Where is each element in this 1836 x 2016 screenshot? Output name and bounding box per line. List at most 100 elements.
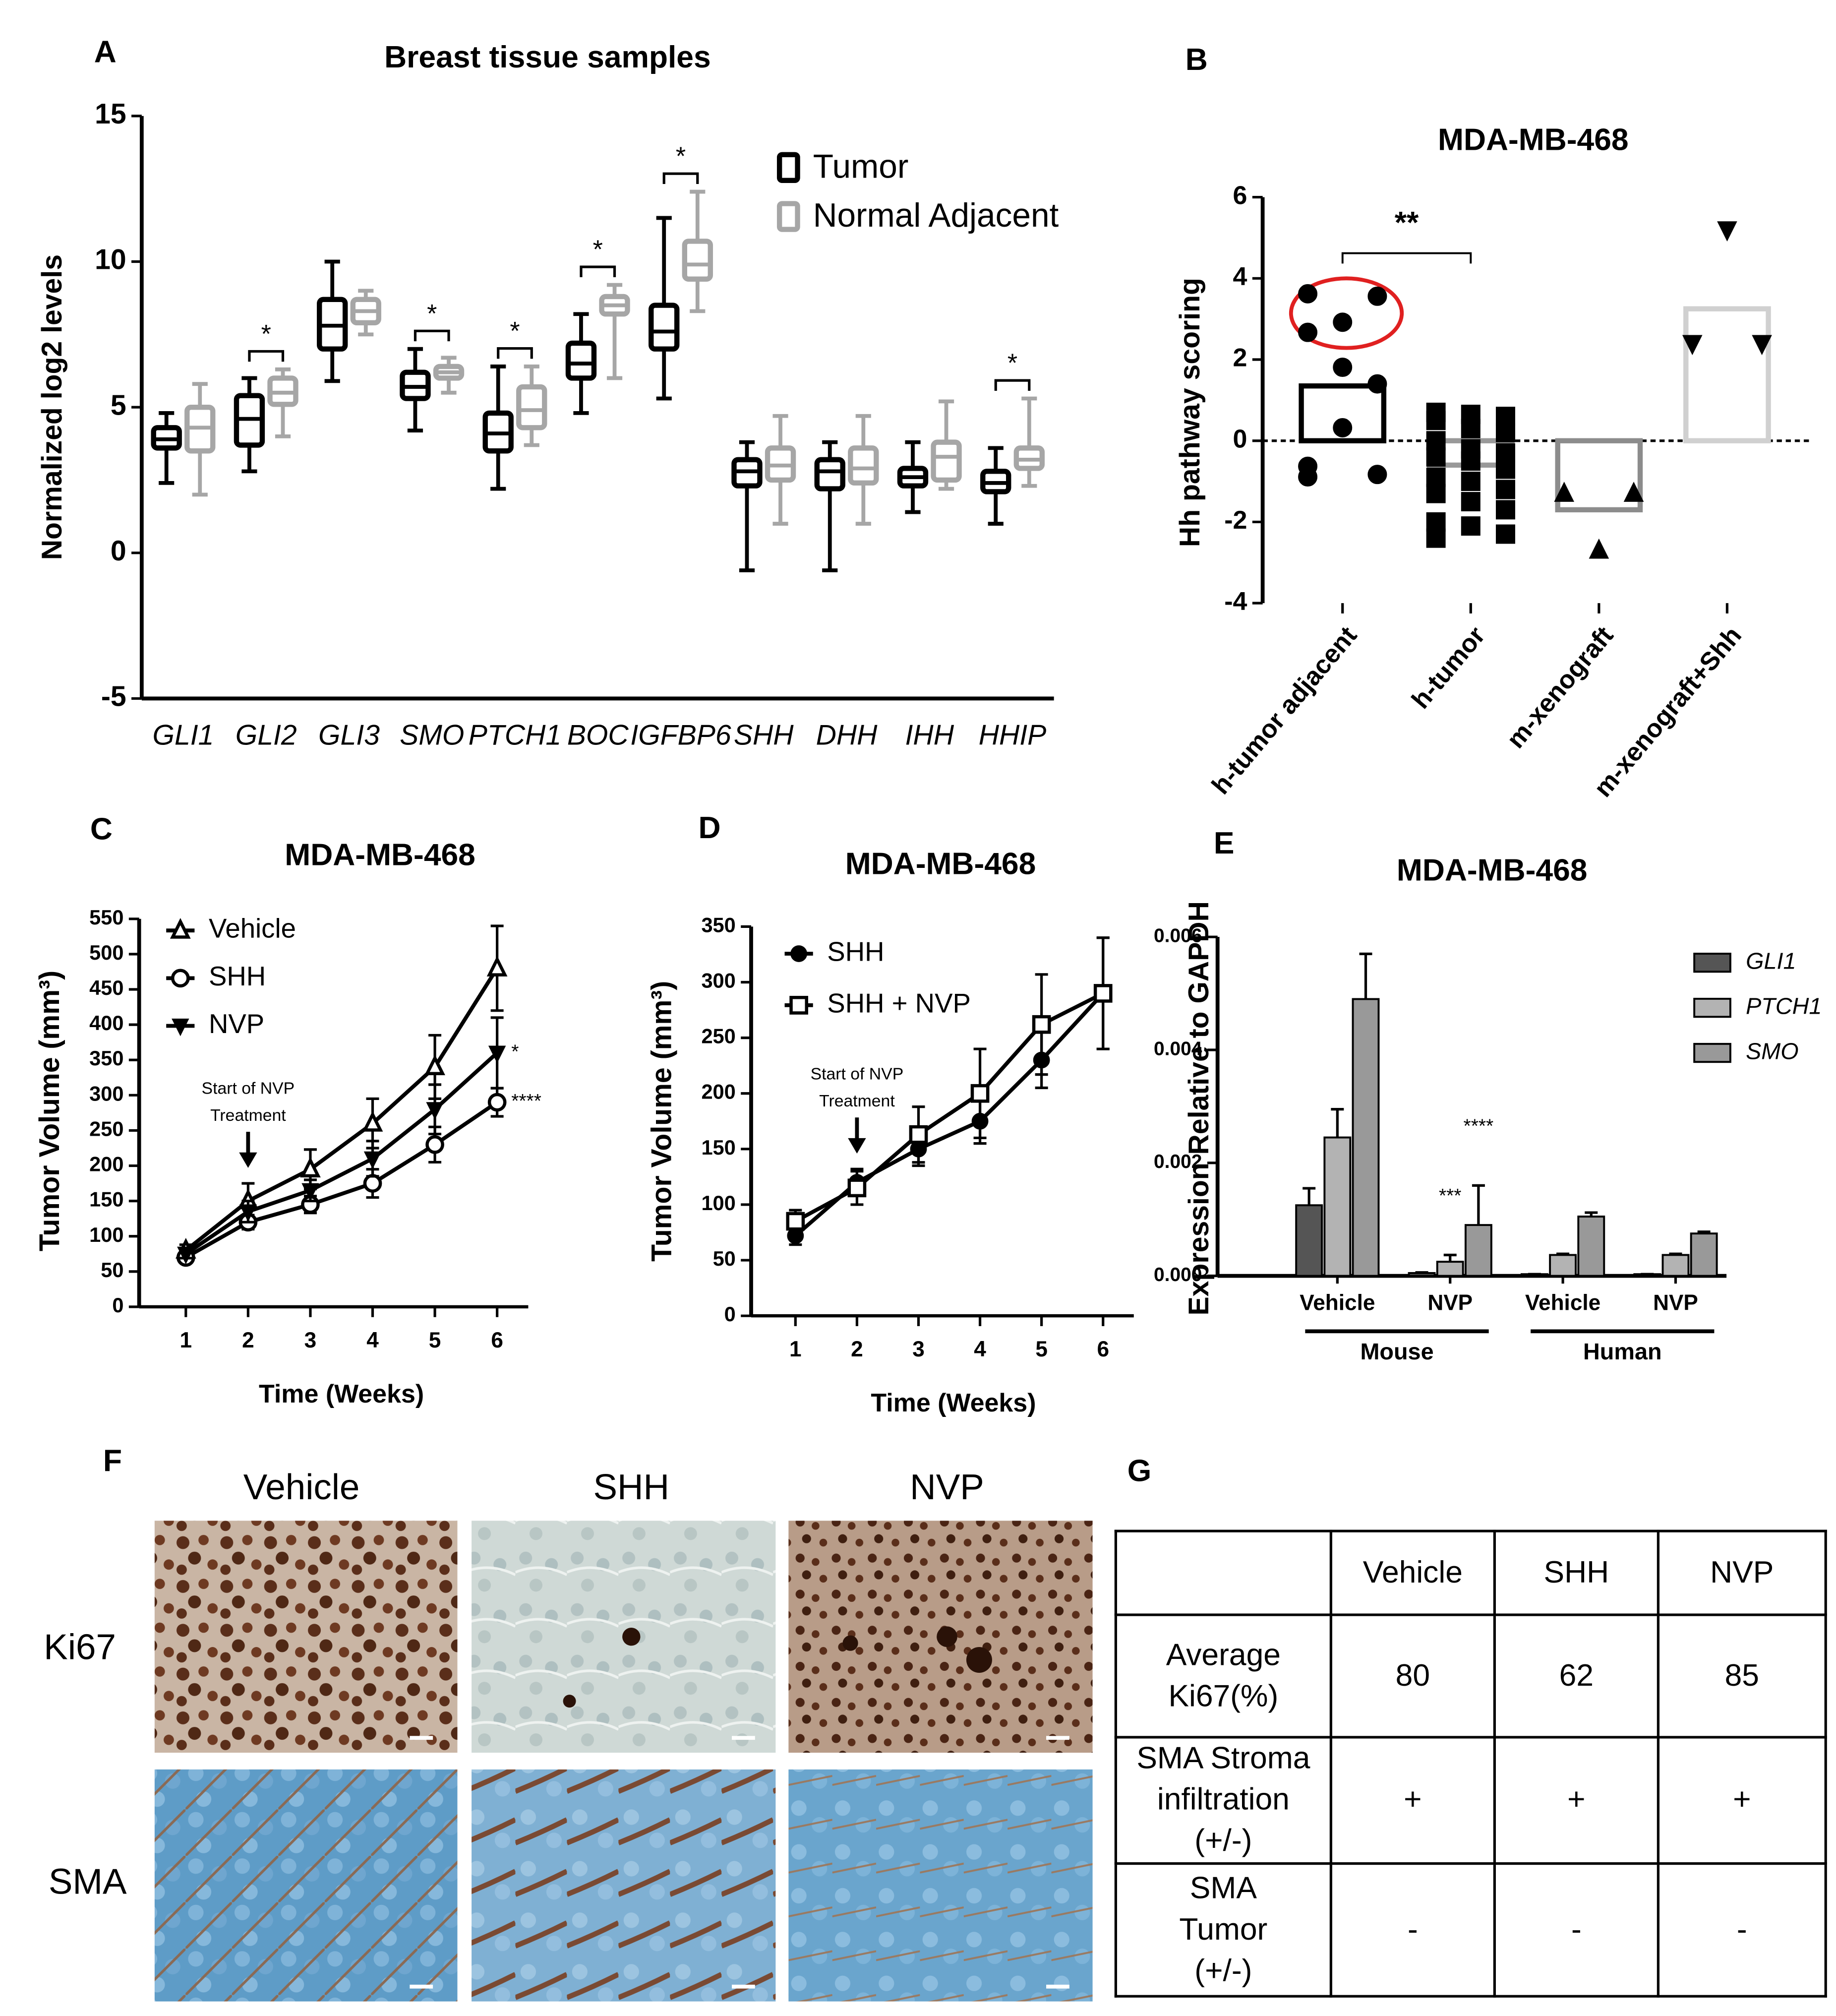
x-tick-label: 6 [1097,1337,1109,1361]
marker [1032,1015,1051,1034]
significance-bracket [662,172,699,184]
arrow-label: Start of NVP [202,1079,295,1098]
stained-nuclei [563,1626,992,1708]
row-header-line: (+/-) [1194,1953,1252,1988]
bar [1683,306,1771,443]
column-header: NVP [1657,1529,1827,1616]
bar [1555,438,1643,513]
significance-label: * [1007,349,1017,378]
marker [909,1125,928,1144]
significance-label: * [261,320,271,349]
y-tick-label: 4 [1233,262,1247,291]
marker [1623,482,1644,502]
panel-letter: B [1185,43,1208,77]
x-tick-label: 4 [366,1328,379,1352]
y-axis-label: Expression Relative to GAPDH [1183,901,1215,1315]
y-tick-label: 6 [1233,181,1247,210]
marker [362,1111,383,1132]
column-header: SHH [1493,1529,1659,1616]
y-tick-label: 5 [111,389,126,421]
scale-bars [410,1736,1069,1989]
marker [1495,480,1515,499]
legend-label: SMO [1746,1038,1799,1064]
legend-marker [170,917,191,939]
marker [363,1151,382,1169]
y-tick-label: -4 [1224,587,1247,616]
significance-label: * [676,142,686,171]
x-tick-label: 4 [974,1337,986,1361]
micrograph [154,1769,458,2002]
significance-label: * [511,1041,519,1062]
x-tick-label: Vehicle [1525,1290,1600,1315]
box [516,384,547,430]
marker [1495,459,1515,479]
panel-letter: G [1127,1454,1152,1488]
x-tick-label: IHH [905,719,954,751]
marker [1426,467,1446,487]
x-axis-label: Time (Weeks) [259,1380,424,1408]
y-tick-label: 100 [701,1191,735,1215]
row-header-line: SMA [1189,1870,1257,1906]
significance-bracket [994,379,1031,391]
row-header: SMA Stroma infiltration (+/-) [1114,1736,1332,1865]
series-line [184,1100,498,1259]
table-cell: + [1657,1736,1827,1865]
y-tick-label: -5 [101,681,126,713]
bar [1464,1224,1492,1277]
row-header-line: Average [1166,1637,1281,1672]
y-tick-label: 2 [1233,344,1247,372]
group-label: Human [1583,1339,1662,1364]
marker [847,1178,867,1198]
row-label: SMA [49,1861,127,1901]
y-tick-label: 0.006 [1154,925,1202,946]
marker [1093,984,1113,1003]
legend-swatch [1693,1042,1731,1063]
x-tick-label: h-tumor [1406,621,1491,715]
bar [1690,1232,1718,1277]
arrow-label: Treatment [210,1106,286,1125]
x-tick-label: NVP [1653,1290,1698,1315]
x-tick-label: 1 [180,1328,192,1352]
marker [786,1212,805,1231]
row-header: SMA Tumor (+/-) [1114,1862,1332,1998]
y-tick-label: 350 [89,1046,123,1070]
series-line [794,991,1104,1223]
x-tick-label: 6 [491,1328,503,1352]
y-tick-label: 500 [89,941,123,964]
box [931,439,962,483]
significance-label: *** [1439,1185,1462,1207]
y-tick-label: 15 [95,98,126,130]
micrograph [472,1769,776,2002]
marker [1333,418,1353,438]
significance-label: * [593,236,603,264]
marker [1426,484,1446,503]
marker [1589,538,1609,559]
x-tick-label: 2 [851,1337,863,1361]
legend-swatch [776,201,800,232]
table-row: SMA Stroma infiltration (+/-) + + + [1114,1736,1827,1865]
marker [486,956,508,977]
marker [1426,431,1446,451]
marker [1426,447,1446,467]
chart-title: MDA-MB-468 [1397,854,1588,888]
y-tick-label: 10 [95,244,126,276]
significance-label: * [510,317,520,346]
legend-label: NVP [209,1009,264,1039]
marker [1461,419,1481,438]
marker [1426,512,1446,532]
x-tick-label: DHH [816,719,878,751]
legend-label: SHH [827,936,884,967]
x-tick-label: 1 [789,1337,802,1361]
y-axis-label: Tumor Volume (mm³) [646,981,677,1262]
y-tick-label: 300 [701,969,735,992]
legend-marker [790,945,808,962]
row-header-line: Tumor [1179,1912,1268,1947]
y-tick-label: 0 [724,1302,736,1326]
y-tick-label: 0 [1233,425,1247,453]
x-tick-label: Vehicle [1300,1290,1375,1315]
panel-letter: F [103,1444,122,1478]
x-tick-label: 3 [304,1328,317,1352]
chart-title: Breast tissue samples [384,40,711,74]
x-tick-label: BOC [567,719,629,751]
x-tick-label: PTCH1 [469,719,561,751]
